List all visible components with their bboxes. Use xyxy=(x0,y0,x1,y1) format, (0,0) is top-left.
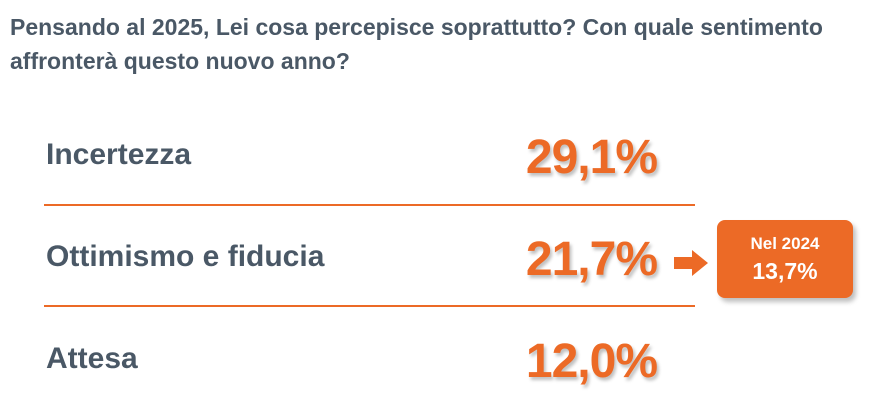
arrow-right-icon xyxy=(674,250,708,276)
chart-title: Pensando al 2025, Lei cosa percepisce so… xyxy=(10,14,823,74)
row-label-incertezza: Incertezza xyxy=(46,138,192,171)
row-label-attesa: Attesa xyxy=(46,342,138,375)
comparison-value: 13,7% xyxy=(752,258,818,284)
row-value-incertezza: 29,1% xyxy=(525,131,658,184)
row-value-attesa: 12,0% xyxy=(525,335,658,388)
comparison-year-label: Nel 2024 xyxy=(750,234,820,253)
comparison-badge: Nel 2024 13,7% xyxy=(717,220,853,298)
row-divider xyxy=(44,305,695,307)
row-label-ottimismo: Ottimismo e fiducia xyxy=(46,240,325,273)
row-divider xyxy=(44,204,695,206)
row-value-ottimismo: 21,7% xyxy=(525,233,658,286)
